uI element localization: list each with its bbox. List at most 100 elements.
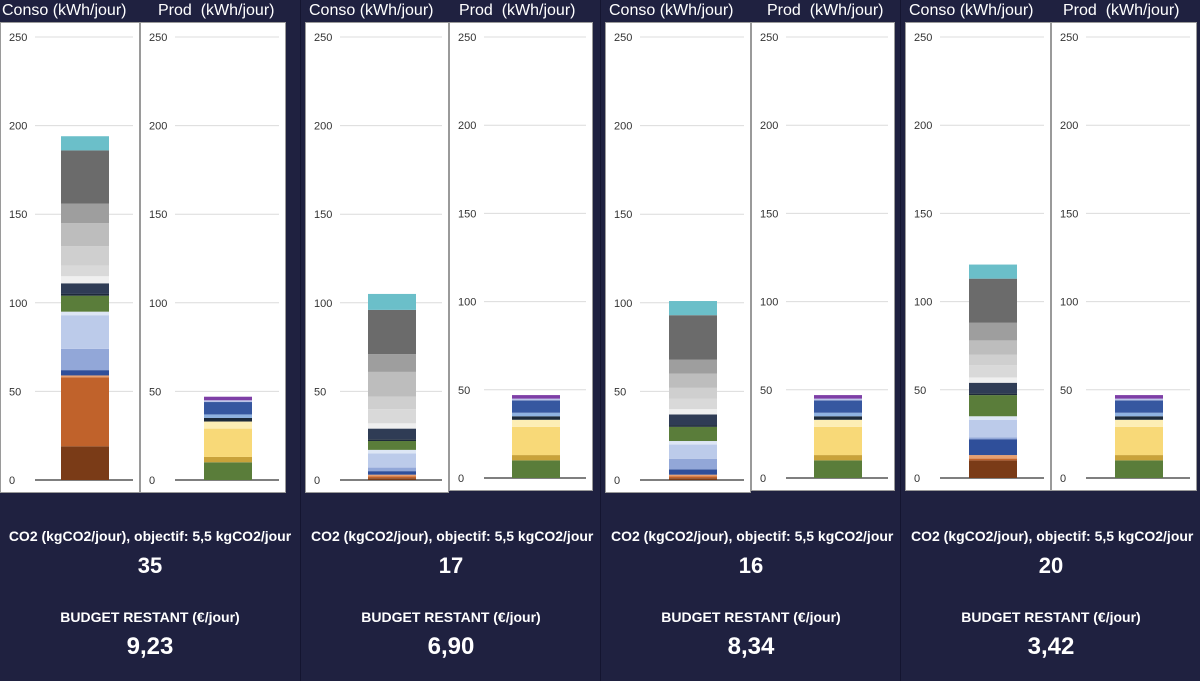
conso-bar-segment-11 — [969, 377, 1017, 383]
chart-svg: 0 50 100 150 200 250 — [760, 32, 888, 485]
y-tick-label: 250 — [614, 32, 632, 44]
prod-bar-segment-8 — [814, 398, 862, 401]
y-tick-label: 0 — [314, 475, 320, 487]
conso-chart: 0 50 100 150 200 250 — [305, 22, 449, 493]
y-tick-label: 200 — [760, 120, 778, 132]
conso-bar-segment-9 — [969, 393, 1017, 396]
co2-label: CO2 (kgCO2/jour), objectif: 5,5 kgCO2/jo… — [8, 528, 292, 544]
y-tick-label: 200 — [914, 120, 932, 132]
scenario-panel-1: Conso (kWh/jour) Prod (kWh/jour) 0 50 100 1… — [0, 0, 300, 681]
conso-bar-segment-17 — [368, 293, 416, 310]
conso-bar-segment-11 — [368, 423, 416, 429]
prod-bar-segment-2 — [204, 456, 252, 463]
conso-bar-segment-17 — [61, 136, 109, 151]
prod-bar-segment-4 — [512, 419, 560, 427]
budget-label: BUDGET RESTANT (€/jour) — [60, 609, 240, 625]
conso-bar-segment-16 — [969, 278, 1017, 323]
y-tick-label: 150 — [314, 209, 332, 221]
conso-bar-segment-12 — [669, 398, 717, 410]
prod-bar-segment-6 — [512, 412, 560, 417]
co2-value: 20 — [1038, 553, 1064, 578]
conso-bar-segment-13 — [969, 354, 1017, 366]
y-tick-label: 250 — [458, 32, 476, 44]
y-tick-label: 200 — [1060, 120, 1078, 132]
y-tick-label: 150 — [614, 209, 632, 221]
budget-value: 9,23 — [126, 633, 174, 660]
prod-bar-segment-3 — [1115, 426, 1163, 456]
budget-value: 8,34 — [727, 633, 775, 660]
conso-bar-segment-3 — [368, 474, 416, 477]
y-tick-label: 50 — [1060, 385, 1072, 397]
budget-value: 3,42 — [1027, 633, 1075, 660]
prod-bar-segment-8 — [512, 398, 560, 401]
conso-bar-segment-5 — [368, 467, 416, 472]
conso-bar-segment-13 — [368, 396, 416, 410]
co2-value: 16 — [738, 553, 764, 578]
prod-bar-segment-4 — [814, 419, 862, 427]
y-tick-label: 50 — [458, 385, 470, 397]
conso-bar-segment-6 — [61, 315, 109, 349]
prod-bar-segment-9 — [1115, 395, 1163, 399]
prod-bar-segment-3 — [814, 426, 862, 456]
y-tick-label: 250 — [914, 32, 932, 44]
conso-bar-segment-8 — [969, 395, 1017, 417]
y-tick-label: 200 — [149, 121, 167, 133]
prod-bar-segment-9 — [814, 395, 862, 399]
conso-bar-segment-9 — [368, 439, 416, 442]
budget-value: 6,90 — [427, 633, 475, 660]
conso-bar-segment-3 — [61, 375, 109, 378]
co2-label: CO2 (kgCO2/jour), objectif: 5,5 kgCO2/jo… — [311, 528, 594, 544]
conso-bar-segment-4 — [969, 439, 1017, 456]
conso-bar-segment-1 — [61, 446, 109, 480]
prod-bar-segment-2 — [512, 455, 560, 461]
conso-header: Conso (kWh/jour) — [909, 2, 1034, 19]
chart-svg: 0 50 100 150 200 250 — [9, 32, 133, 487]
y-tick-label: 100 — [760, 297, 778, 309]
prod-chart: 0 50 100 150 200 250 — [1051, 22, 1197, 491]
conso-bar-segment-13 — [61, 246, 109, 266]
conso-bar-segment-9 — [61, 293, 109, 296]
y-tick-label: 100 — [314, 298, 332, 310]
conso-bar-segment-5 — [61, 348, 109, 371]
chart-svg: 0 50 100 150 200 250 — [1060, 32, 1190, 485]
conso-bar-segment-10 — [969, 382, 1017, 394]
prod-chart: 0 50 100 150 200 250 — [449, 22, 593, 491]
conso-bar-segment-4 — [669, 469, 717, 475]
prod-header: Prod (kWh/jour) — [459, 2, 576, 19]
prod-bar-segment-4 — [204, 421, 252, 429]
y-tick-label: 0 — [760, 473, 766, 485]
conso-bar-segment-9 — [669, 425, 717, 427]
conso-bar-segment-14 — [61, 223, 109, 247]
y-tick-label: 100 — [914, 297, 932, 309]
y-tick-label: 250 — [760, 32, 778, 44]
y-tick-label: 50 — [314, 386, 326, 398]
conso-bar-segment-17 — [669, 301, 717, 316]
chart-svg: 0 50 100 150 200 250 — [149, 32, 279, 487]
scenario-panel-3: Conso (kWh/jour) Prod (kWh/jour) 0 50 100 1… — [600, 0, 900, 681]
conso-bar-segment-6 — [368, 453, 416, 468]
budget-label: BUDGET RESTANT (€/jour) — [361, 609, 541, 625]
prod-bar-segment-5 — [512, 416, 560, 420]
y-tick-label: 50 — [614, 386, 626, 398]
y-tick-label: 0 — [9, 475, 15, 487]
conso-bar-segment-6 — [669, 444, 717, 459]
conso-chart: 0 50 100 150 200 250 — [0, 22, 140, 493]
y-tick-label: 150 — [9, 209, 27, 221]
conso-bar-segment-12 — [969, 365, 1017, 378]
y-tick-label: 0 — [149, 475, 155, 487]
conso-bar-segment-2 — [368, 476, 416, 479]
y-tick-label: 100 — [9, 298, 27, 310]
conso-bar-segment-7 — [669, 441, 717, 445]
y-tick-label: 50 — [149, 386, 161, 398]
conso-chart: 0 50 100 150 200 250 — [605, 22, 751, 493]
conso-bar-segment-10 — [368, 428, 416, 440]
conso-bar-segment-8 — [61, 295, 109, 312]
prod-bar-segment-1 — [1115, 460, 1163, 478]
conso-bar-segment-7 — [61, 311, 109, 316]
chart-svg: 0 50 100 150 200 250 — [458, 32, 586, 485]
prod-bar-segment-1 — [512, 460, 560, 478]
conso-bar-segment-4 — [368, 471, 416, 475]
y-tick-label: 0 — [458, 473, 464, 485]
prod-header: Prod (kWh/jour) — [767, 2, 884, 19]
conso-bar-segment-5 — [669, 458, 717, 470]
